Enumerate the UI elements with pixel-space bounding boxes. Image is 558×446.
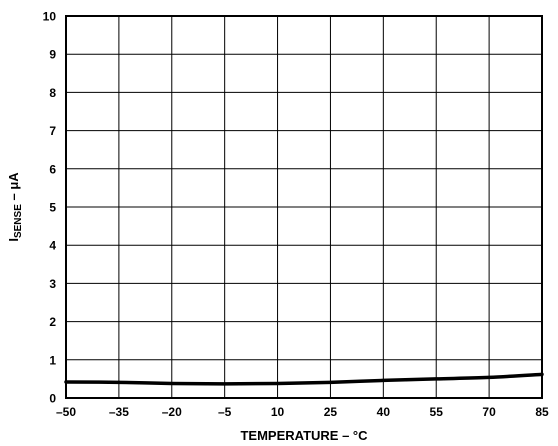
y-axis-title: ISENSE – μA xyxy=(6,172,24,242)
series-line-isense xyxy=(64,372,544,386)
x-tick-label: 40 xyxy=(377,405,391,419)
x-tick-label: 55 xyxy=(430,405,444,419)
x-tick-label: 70 xyxy=(482,405,496,419)
y-tick-label: 5 xyxy=(49,201,56,215)
x-tick-label: –5 xyxy=(218,405,232,419)
x-axis-title: TEMPERATURE – °C xyxy=(240,428,368,443)
y-axis-title-subscript: SENSE xyxy=(13,204,24,238)
y-tick-label: 9 xyxy=(49,48,56,62)
y-tick-label: 6 xyxy=(49,162,56,176)
y-axis-title-unit: – μA xyxy=(6,172,21,204)
y-tick-label: 10 xyxy=(43,10,57,24)
y-tick-label: 2 xyxy=(49,315,56,329)
grid xyxy=(65,15,543,399)
x-tick-label: –50 xyxy=(56,405,76,419)
y-tick-label: 0 xyxy=(49,392,56,406)
y-tick-label: 7 xyxy=(49,124,56,138)
x-tick-label: 85 xyxy=(535,405,549,419)
x-tick-label: –20 xyxy=(162,405,182,419)
x-tick-label: –35 xyxy=(109,405,129,419)
y-tick-label: 8 xyxy=(49,86,56,100)
x-tick-label: 25 xyxy=(324,405,338,419)
y-tick-label: 3 xyxy=(49,277,56,291)
x-tick-labels: –50 –35 –20 –5 10 25 40 55 70 85 xyxy=(56,405,549,419)
plot-frame xyxy=(65,15,543,399)
y-axis-title-main: I xyxy=(6,238,21,242)
y-tick-labels: 0 1 2 3 4 5 6 7 8 9 10 xyxy=(43,10,57,406)
x-tick-label: 10 xyxy=(271,405,285,419)
y-tick-label: 1 xyxy=(49,353,56,367)
y-tick-label: 4 xyxy=(49,239,56,253)
